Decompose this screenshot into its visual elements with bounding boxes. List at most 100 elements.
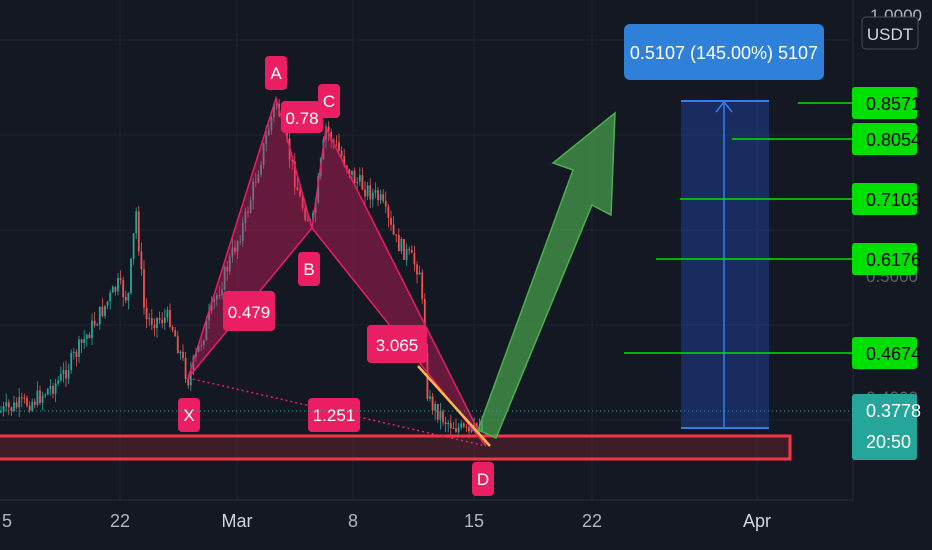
candle-body — [119, 277, 122, 281]
candle-body — [249, 200, 252, 213]
candle-body — [75, 351, 78, 357]
candle-body — [442, 411, 444, 423]
candle-body — [351, 170, 353, 175]
candle-body — [296, 187, 299, 191]
currency-badge[interactable]: USDT — [861, 16, 919, 50]
pattern-xab-triangle[interactable] — [187, 95, 313, 379]
x-tick-15: 15 — [464, 511, 484, 531]
candle-body — [371, 192, 374, 200]
candle-body — [184, 357, 187, 380]
candle-body — [330, 131, 333, 141]
candle-body — [221, 289, 223, 296]
candle-body — [395, 234, 398, 236]
candle-body — [270, 117, 273, 130]
candle-body — [187, 379, 190, 386]
candle-body — [143, 269, 145, 308]
candle-body — [421, 272, 424, 300]
candle-body — [18, 397, 21, 408]
candle-body — [291, 159, 294, 162]
x-tick-8: 8 — [348, 511, 358, 531]
ratio-label-bd: 3.065 — [367, 325, 427, 363]
candle-body — [202, 340, 205, 346]
candle-body — [28, 405, 31, 411]
bullish-projection-arrow[interactable] — [477, 111, 616, 439]
candle-body — [418, 272, 421, 275]
candle-body — [2, 406, 5, 412]
candle-body — [252, 181, 255, 201]
point-label-a: A — [265, 56, 287, 90]
price-level-labels: 0.8571 0.8054 0.7103 0.6176 0.4674 — [852, 87, 921, 369]
candle-body — [96, 324, 99, 326]
candle-body — [7, 402, 10, 408]
candle-body — [197, 345, 200, 352]
candle-body — [473, 423, 476, 428]
candle-body — [377, 190, 379, 201]
candle-body — [59, 373, 62, 381]
candle-body — [49, 386, 52, 389]
candle-body — [247, 211, 249, 213]
candle-body — [26, 398, 28, 406]
candle-body — [156, 317, 158, 329]
candle-body — [468, 426, 470, 432]
candle-body — [182, 351, 184, 358]
candle-body — [397, 234, 400, 252]
svg-text:0.7103: 0.7103 — [866, 190, 921, 210]
support-zone[interactable] — [0, 434, 792, 461]
candle-body — [265, 135, 268, 144]
candle-body — [179, 351, 182, 354]
svg-text:USDT: USDT — [867, 25, 913, 44]
pattern-xd-dotted-line — [187, 377, 487, 447]
candle-body — [80, 339, 83, 343]
countdown-timer: 20:50 — [866, 432, 911, 452]
candle-body — [317, 176, 320, 203]
candle-body — [304, 208, 307, 221]
candle-body — [189, 370, 192, 386]
price-label-level-5: 0.4674 — [852, 337, 921, 369]
svg-text:B: B — [303, 260, 314, 279]
candle-body — [293, 161, 296, 188]
candle-body — [384, 201, 387, 207]
candle-body — [353, 170, 356, 184]
candle-body — [239, 241, 242, 243]
svg-text:A: A — [270, 64, 282, 83]
current-price-label: 0.3778 20:50 — [852, 394, 921, 460]
candle-body — [366, 185, 369, 197]
grid-lines — [0, 0, 850, 500]
candle-body — [431, 396, 434, 411]
current-price-value: 0.3778 — [866, 401, 921, 421]
candle-body — [348, 169, 351, 175]
candle-body — [101, 306, 104, 317]
candle-body — [338, 142, 340, 151]
candle-body — [122, 280, 125, 298]
candle-body — [457, 427, 460, 432]
candle-body — [171, 326, 174, 331]
candle-body — [20, 397, 23, 399]
candle-body — [114, 286, 117, 292]
candle-body — [137, 211, 140, 252]
candle-body — [88, 334, 91, 339]
svg-text:0.4674: 0.4674 — [866, 344, 921, 364]
candle-body — [301, 196, 304, 209]
candle-body — [140, 251, 143, 270]
target-measure-box[interactable] — [681, 101, 769, 428]
pattern-bd-yellow-line — [417, 365, 491, 447]
candle-body — [83, 338, 86, 343]
candle-body — [31, 401, 34, 411]
time-axis[interactable]: 5 22 Mar 8 15 22 Apr — [0, 499, 853, 531]
candle-body — [327, 126, 330, 132]
candle-body — [85, 334, 88, 339]
candle-body — [176, 336, 179, 354]
candle-body — [436, 403, 439, 420]
candle-body — [62, 370, 65, 374]
candle-body — [0, 411, 2, 413]
candle-body — [335, 141, 338, 143]
svg-text:0.5107 (145.00%) 5107: 0.5107 (145.00%) 5107 — [630, 43, 818, 63]
candle-body — [36, 390, 39, 405]
candle-body — [382, 194, 385, 202]
candle-body — [104, 305, 106, 317]
candle-body — [226, 266, 229, 272]
candle-body — [148, 318, 151, 320]
point-label-x: X — [178, 398, 200, 432]
candle-body — [218, 295, 221, 297]
